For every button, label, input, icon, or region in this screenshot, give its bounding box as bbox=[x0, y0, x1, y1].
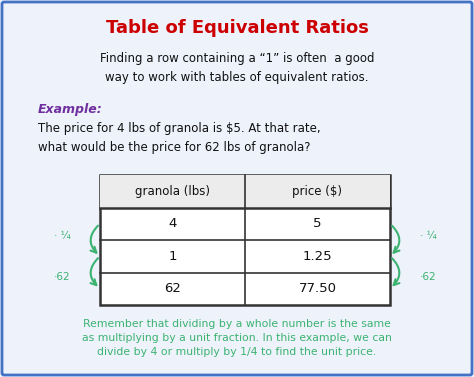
Text: Finding a row containing a “1” is often  a good
way to work with tables of equiv: Finding a row containing a “1” is often … bbox=[100, 52, 374, 84]
Text: Table of Equivalent Ratios: Table of Equivalent Ratios bbox=[106, 19, 368, 37]
Text: 4: 4 bbox=[168, 217, 177, 230]
Text: 77.50: 77.50 bbox=[299, 282, 337, 295]
Text: 5: 5 bbox=[313, 217, 322, 230]
Text: Example:: Example: bbox=[38, 104, 103, 116]
Bar bbox=[100, 175, 390, 305]
Text: 1: 1 bbox=[168, 250, 177, 263]
Text: ·62: ·62 bbox=[54, 271, 70, 282]
Text: granola (lbs): granola (lbs) bbox=[135, 185, 210, 198]
Text: · ¼: · ¼ bbox=[419, 231, 437, 241]
Text: · ¼: · ¼ bbox=[54, 231, 70, 241]
Text: ·62: ·62 bbox=[419, 271, 436, 282]
Text: The price for 4 lbs of granola is $5. At that rate,
what would be the price for : The price for 4 lbs of granola is $5. At… bbox=[38, 122, 320, 154]
Bar bbox=[100, 175, 390, 207]
Text: price ($): price ($) bbox=[292, 185, 343, 198]
Text: 1.25: 1.25 bbox=[303, 250, 332, 263]
Text: Remember that dividing by a whole number is the same
as multiplying by a unit fr: Remember that dividing by a whole number… bbox=[82, 319, 392, 357]
Text: 62: 62 bbox=[164, 282, 181, 295]
